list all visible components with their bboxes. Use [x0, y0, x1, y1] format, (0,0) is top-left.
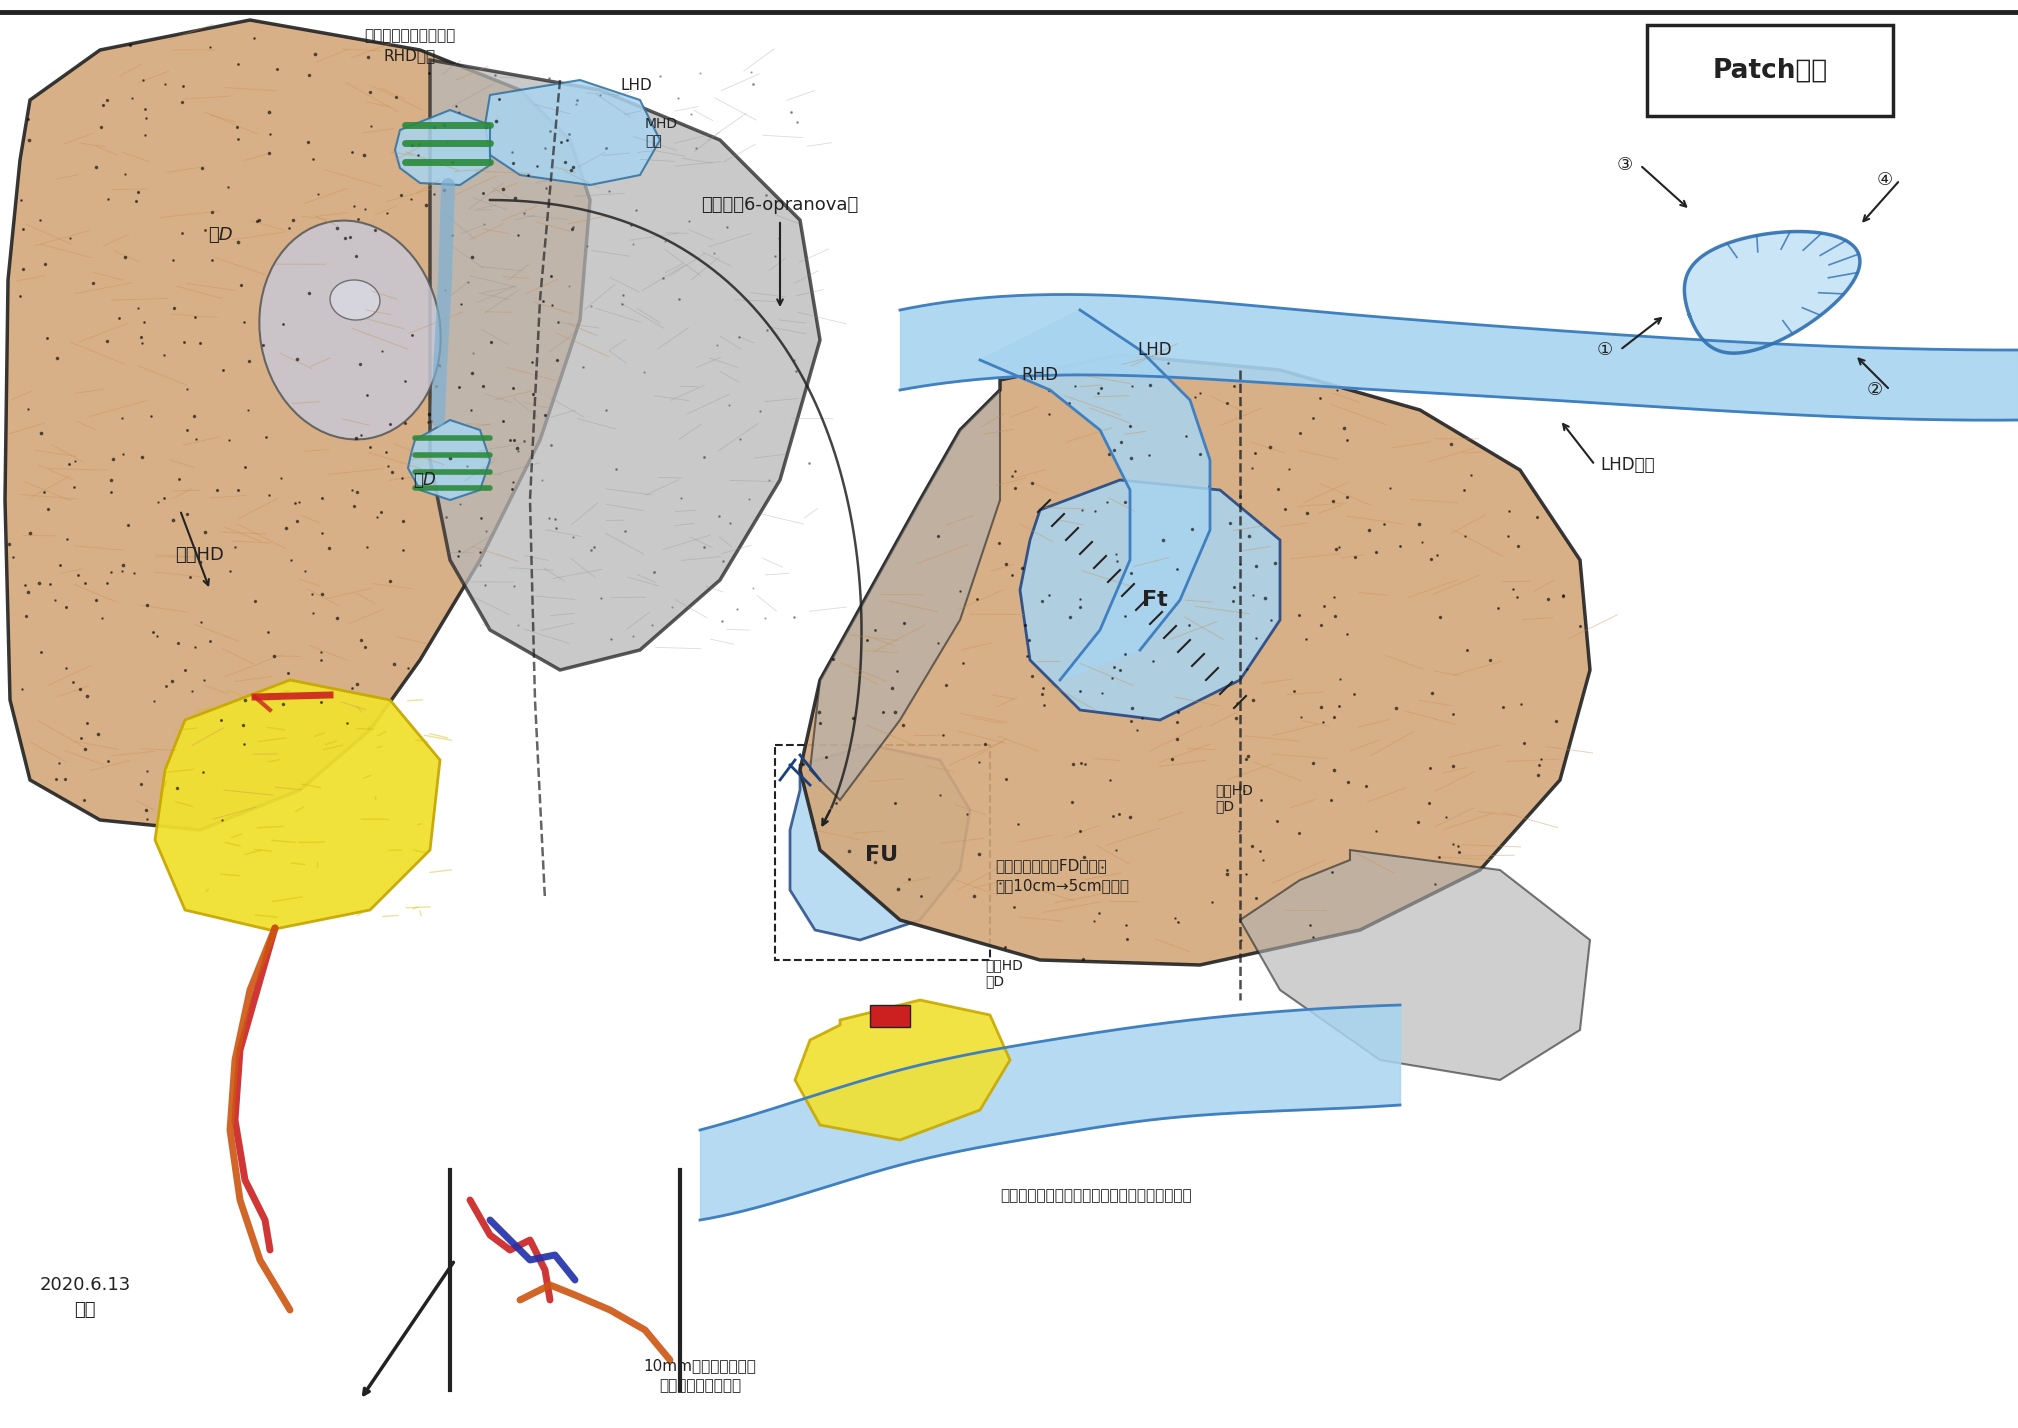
- Polygon shape: [1685, 231, 1861, 353]
- Ellipse shape: [331, 280, 379, 320]
- Text: ③: ③: [1616, 156, 1633, 174]
- Text: 10mmソフトプリーツ
（クリオドレーン）: 10mmソフトプリーツ （クリオドレーン）: [644, 1358, 757, 1392]
- Text: ④: ④: [1877, 171, 1893, 188]
- FancyBboxPatch shape: [1647, 26, 1893, 116]
- Polygon shape: [408, 420, 490, 500]
- Text: Ft: Ft: [1142, 590, 1168, 610]
- Bar: [870, 1005, 910, 1027]
- Polygon shape: [1019, 480, 1279, 720]
- Text: 柵縫HD
いD: 柵縫HD いD: [985, 958, 1023, 988]
- Text: いD: いD: [208, 226, 232, 244]
- Text: ②: ②: [1867, 381, 1883, 398]
- Text: いD: いD: [414, 471, 436, 488]
- Text: RHD: RHD: [1021, 366, 1059, 384]
- Polygon shape: [4, 20, 589, 830]
- Polygon shape: [430, 60, 819, 670]
- Polygon shape: [789, 745, 971, 940]
- Text: LHD: LHD: [620, 79, 652, 93]
- Text: FU: FU: [866, 845, 898, 865]
- Text: 柵縫HD
いD: 柵縫HD いD: [1215, 783, 1253, 813]
- Text: 血管距離より左FDを採取
（約10cm→5cm使用）: 血管距離より左FDを採取 （約10cm→5cm使用）: [995, 858, 1128, 892]
- Polygon shape: [484, 80, 660, 186]
- Polygon shape: [799, 356, 1590, 965]
- Text: ポンスキーでクランプ: ポンスキーでクランプ: [365, 29, 456, 43]
- Text: 柵縫HD: 柵縫HD: [176, 545, 224, 564]
- Text: 支柱糸（6-opranova）: 支柱糸（6-opranova）: [702, 196, 858, 214]
- Text: Patch再建: Patch再建: [1713, 57, 1828, 83]
- Text: LHD断端: LHD断端: [1600, 456, 1655, 474]
- Text: LHD: LHD: [1138, 341, 1172, 358]
- Text: ①: ①: [1596, 341, 1612, 358]
- Polygon shape: [1239, 850, 1590, 1080]
- Text: MHD
断端: MHD 断端: [646, 117, 678, 149]
- Polygon shape: [981, 310, 1211, 680]
- Text: 2020.6.13: 2020.6.13: [40, 1277, 131, 1294]
- Polygon shape: [396, 110, 490, 186]
- Text: RHD根部: RHD根部: [383, 49, 436, 63]
- Text: 胆肝遊离）椎文ムックを追力ねして処置した。: 胆肝遊离）椎文ムックを追力ねして処置した。: [1001, 1188, 1191, 1202]
- Polygon shape: [795, 1000, 1009, 1140]
- Polygon shape: [155, 680, 440, 930]
- Text: 中野: 中野: [75, 1301, 95, 1319]
- Polygon shape: [809, 390, 1001, 800]
- Ellipse shape: [260, 220, 440, 440]
